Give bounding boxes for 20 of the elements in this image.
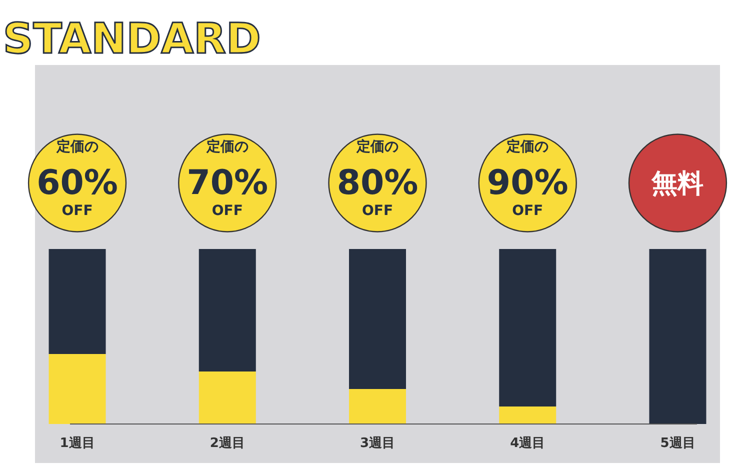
bar	[499, 249, 556, 406]
text: 定価の 80% OFF	[336, 138, 418, 219]
bar	[48, 354, 106, 424]
text: 無料	[650, 169, 704, 199]
x-tick-label: 3週目	[360, 436, 396, 451]
chart-title: STANDARD	[3, 14, 261, 63]
bar	[198, 372, 256, 424]
bar	[349, 389, 406, 424]
text: 定価の 70% OFF	[186, 138, 268, 219]
x-tick-label: 1週目	[60, 436, 95, 451]
bar	[349, 249, 406, 389]
text: 定価の 60% OFF	[36, 138, 118, 219]
bar	[649, 249, 706, 424]
x-tick-label: 4週目	[510, 436, 546, 451]
bar	[48, 249, 106, 354]
x-tick-label: 5週目	[660, 436, 696, 451]
x-tick-label: 2週目	[210, 436, 245, 451]
bar	[499, 406, 556, 424]
text: 定価の 90% OFF	[486, 138, 568, 219]
bar	[198, 249, 256, 372]
